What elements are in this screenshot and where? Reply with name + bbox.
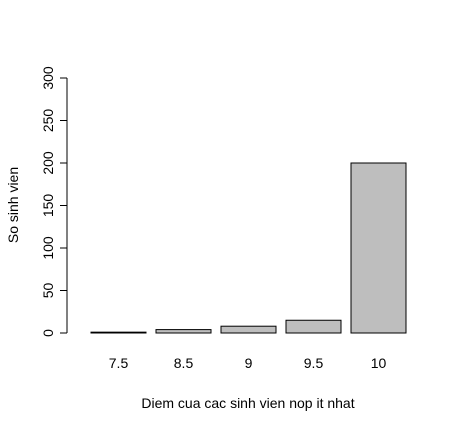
y-axis-label: So sinh vien — [5, 167, 21, 243]
y-tick-label: 50 — [40, 283, 56, 299]
bar-8.5 — [155, 329, 212, 334]
bars — [90, 162, 407, 334]
y-tick-label: 100 — [40, 236, 56, 260]
x-tick-label: 9.5 — [304, 355, 324, 371]
y-axis — [60, 77, 68, 334]
x-tick-label: 9 — [245, 355, 253, 371]
bar-9 — [220, 325, 277, 334]
y-tick-label: 150 — [40, 194, 56, 218]
x-tick-label: 7.5 — [109, 355, 129, 371]
x-tick-labels: 7.5 8.5 9 9.5 10 — [109, 355, 387, 371]
x-tick-label: 8.5 — [174, 355, 194, 371]
bar-7.5 — [90, 331, 147, 334]
x-tick-label: 10 — [371, 355, 387, 371]
x-axis-label: Diem cua cac sinh vien nop it nhat — [141, 395, 354, 411]
bar-10 — [350, 162, 407, 334]
y-tick-label: 200 — [40, 151, 56, 175]
y-tick-label: 300 — [40, 66, 56, 90]
bar-9.5 — [285, 319, 342, 334]
y-tick-label: 0 — [40, 329, 56, 337]
y-tick-label: 250 — [40, 109, 56, 133]
y-tick-labels: 0 50 100 150 200 250 300 — [40, 66, 56, 337]
